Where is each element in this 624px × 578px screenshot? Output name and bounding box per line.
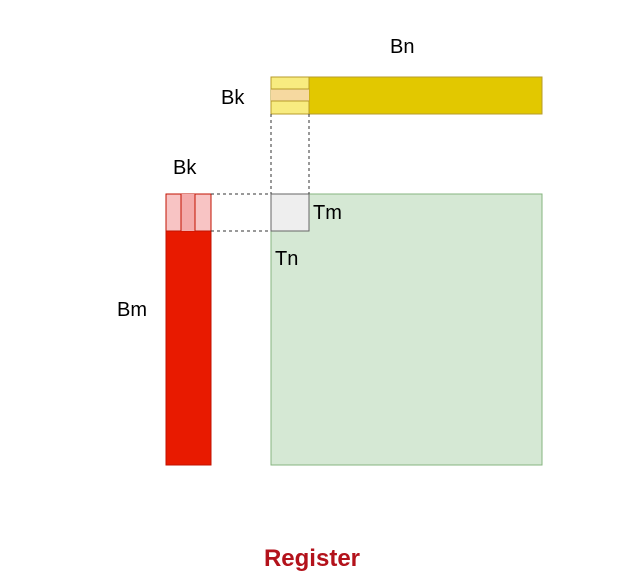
b-tile [270, 76, 543, 115]
label-tn: Tn [275, 248, 298, 270]
guide-lines [211, 114, 310, 232]
label-bk-left: Bk [173, 157, 197, 179]
a-tile [165, 193, 212, 466]
label-bk-top: Bk [221, 87, 245, 109]
caption-register: Register [264, 545, 360, 572]
c-tile [270, 193, 543, 466]
label-bn: Bn [390, 36, 414, 58]
label-bm: Bm [117, 299, 147, 321]
b-k-slice [270, 76, 310, 115]
a-k-slice [165, 193, 212, 232]
label-tm: Tm [313, 202, 342, 224]
thread-tile [270, 193, 310, 232]
